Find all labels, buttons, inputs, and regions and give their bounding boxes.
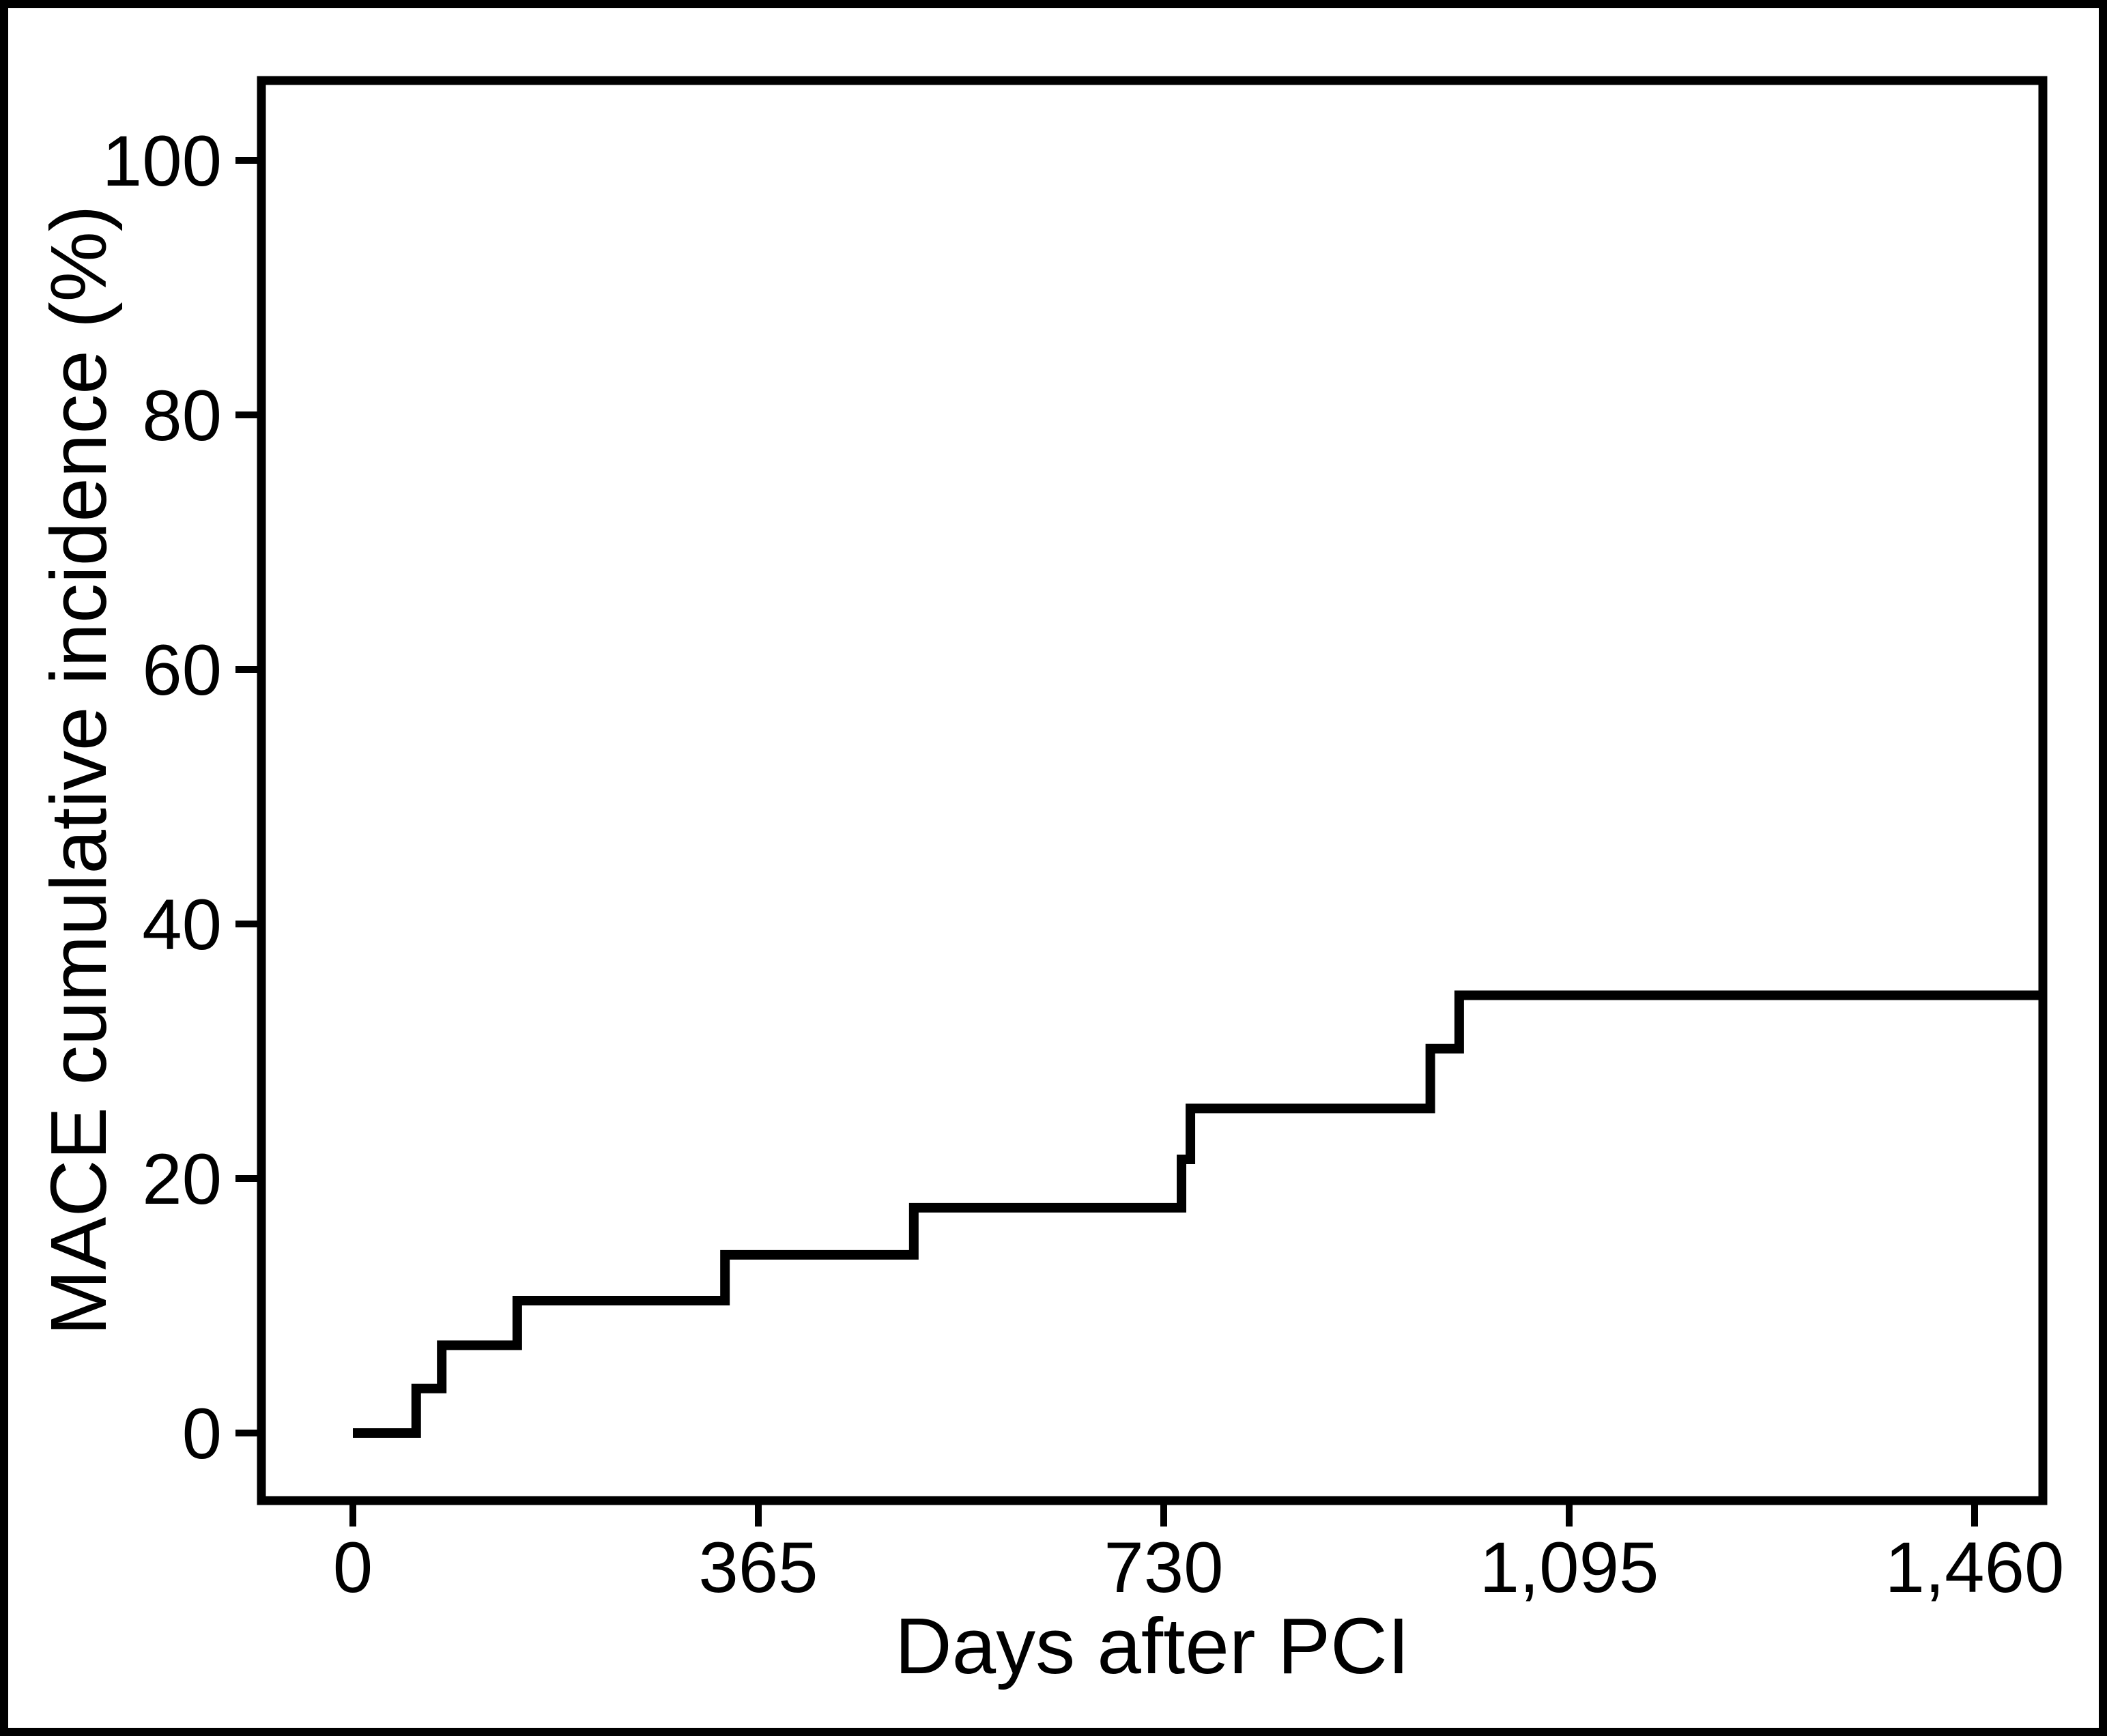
x-tick-label: 365	[698, 1528, 818, 1608]
x-tick-label: 1,460	[1885, 1528, 2065, 1608]
y-tick-label: 0	[182, 1394, 222, 1474]
km-step-curve	[353, 990, 2043, 1438]
x-tick-label: 730	[1104, 1528, 1223, 1608]
y-tick-label: 20	[142, 1140, 222, 1219]
x-tick-label: 1,095	[1480, 1528, 1659, 1608]
y-axis-title: MACE cumulative incidence (%)	[34, 205, 123, 1336]
y-tick-label: 60	[142, 631, 222, 710]
plot-area-border	[257, 76, 2048, 1505]
y-tick-label: 80	[142, 376, 222, 456]
x-axis-title: Days after PCI	[895, 1602, 1409, 1690]
x-tick-label: 0	[333, 1528, 373, 1608]
y-tick-label: 100	[102, 121, 222, 201]
x-axis-ticks: 0 365 730 1,095 1,460	[333, 1501, 2065, 1608]
y-tick-label: 40	[142, 885, 222, 965]
y-axis-ticks: 0 20 40 60 80 100	[102, 121, 261, 1474]
